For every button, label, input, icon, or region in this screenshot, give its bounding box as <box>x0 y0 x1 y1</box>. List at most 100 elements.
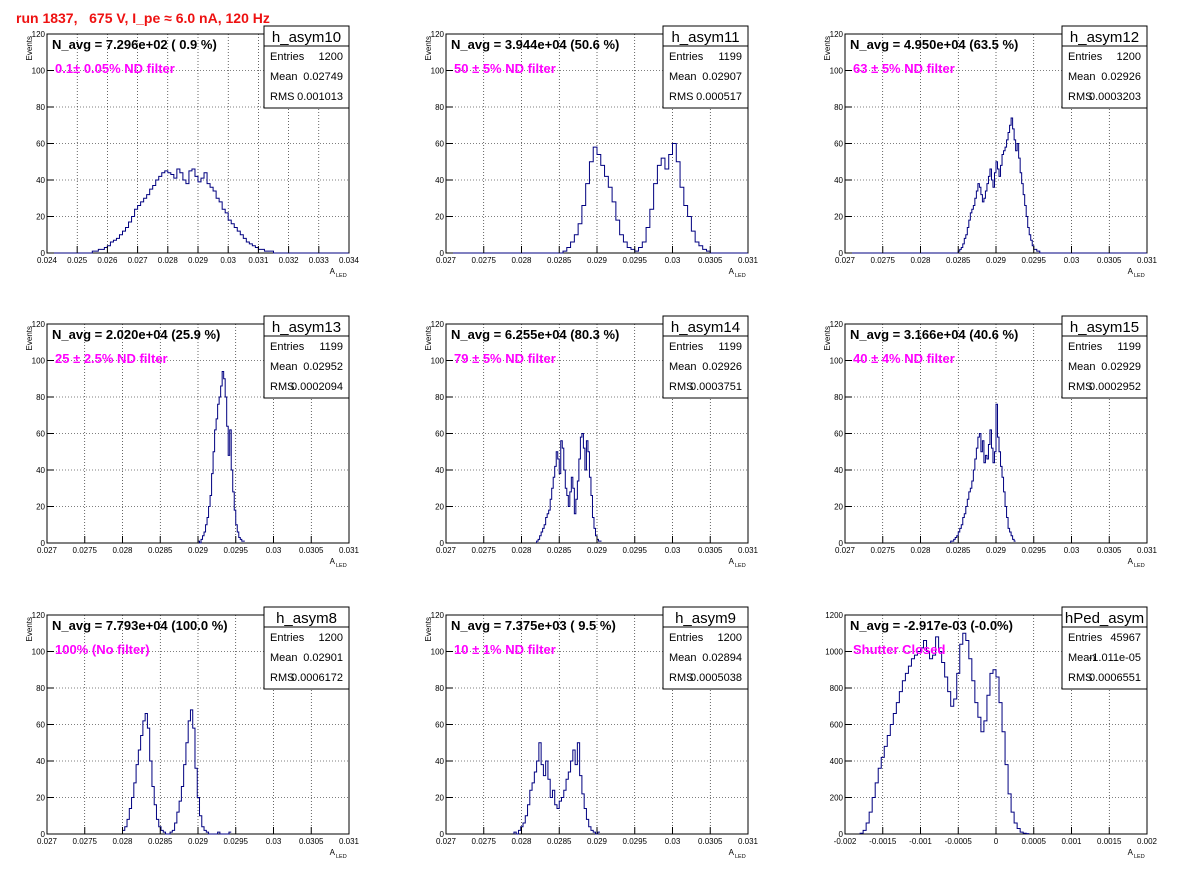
y-tick-label: 400 <box>830 757 844 766</box>
y-tick-label: 100 <box>431 648 445 657</box>
y-tick-label: 100 <box>431 67 445 76</box>
histogram-line <box>845 117 1147 254</box>
x-tick-label: 0.0275 <box>871 256 896 265</box>
x-axis-label-sub: LED <box>1134 854 1145 860</box>
y-tick-label: 40 <box>36 176 45 185</box>
x-tick-label: 0.0285 <box>946 546 971 555</box>
stats-box <box>1061 315 1148 399</box>
stats-value: 0.0005038 <box>690 672 742 684</box>
x-tick-label: 0.0285 <box>148 837 173 846</box>
x-axis-label: A <box>330 267 336 276</box>
stats-value: 1199 <box>1117 341 1141 353</box>
y-tick-label: 0 <box>839 830 844 839</box>
stats-value: 0.02926 <box>702 361 742 373</box>
x-tick-label: 0.031 <box>339 837 360 846</box>
navg-label: N_avg = 6.255e+04 (80.3 %) <box>451 327 619 342</box>
x-tick-label: 0.03 <box>1064 256 1080 265</box>
y-tick-label: 1200 <box>825 611 843 620</box>
histogram-line <box>446 143 748 254</box>
y-tick-label: 20 <box>36 794 45 803</box>
stats-box <box>662 25 749 109</box>
stats-box <box>263 315 350 399</box>
x-axis-label: A <box>1128 848 1134 857</box>
x-tick-label: 0.028 <box>511 546 532 555</box>
x-tick-label: 0.0275 <box>871 546 896 555</box>
stats-key: Mean <box>1068 71 1096 83</box>
x-axis-label-sub: LED <box>336 563 347 569</box>
y-tick-label: 80 <box>36 393 45 402</box>
y-tick-label: 60 <box>435 140 444 149</box>
x-tick-label: 0.0285 <box>547 546 572 555</box>
filter-label: 63 ± 5% ND filter <box>853 61 955 76</box>
x-tick-label: 0.032 <box>279 256 300 265</box>
x-tick-label: 0.0295 <box>623 837 648 846</box>
x-tick-label: 0.031 <box>738 256 759 265</box>
navg-label: N_avg = 3.944e+04 (50.6 %) <box>451 37 619 52</box>
histogram-hPed_asym: -0.002 -0.0015 -0.001 -0.0005 0 0.0005 0.001 0.… <box>825 606 1158 860</box>
stats-value: 0.02901 <box>303 652 343 664</box>
x-axis-label-sub: LED <box>336 273 347 279</box>
y-tick-label: 100 <box>32 357 46 366</box>
x-tick-label: 0.029 <box>986 256 1007 265</box>
y-tick-label: 60 <box>435 430 444 439</box>
x-tick-label: 0.028 <box>910 256 931 265</box>
x-tick-label: 0.03 <box>220 256 236 265</box>
filter-label: 79 ± 5% ND filter <box>454 351 556 366</box>
x-tick-label: 0.028 <box>112 546 133 555</box>
stats-title: h_asym11 <box>671 29 739 46</box>
stats-key: Mean <box>669 71 697 83</box>
y-tick-label: 0 <box>41 539 46 548</box>
y-tick-label: 1000 <box>825 648 843 657</box>
y-tick-label: 60 <box>36 140 45 149</box>
stats-key: Mean <box>1068 652 1096 664</box>
x-tick-label: 0.029 <box>587 837 608 846</box>
navg-label: N_avg = 7.793e+04 (100.0 %) <box>52 618 228 633</box>
x-tick-label: 0.0275 <box>472 546 497 555</box>
stats-key: Mean <box>669 652 697 664</box>
y-tick-label: 40 <box>834 176 843 185</box>
x-tick-label: 0.03 <box>266 546 282 555</box>
x-axis-label: A <box>729 848 735 857</box>
histogram-h_asym13: 0.027 0.0275 0.028 0.0285 0.029 0.0295 0.03 0.0… <box>25 315 360 569</box>
x-tick-label: 0.0305 <box>698 837 723 846</box>
navg-label: N_avg = 4.950e+04 (63.5 %) <box>850 37 1018 52</box>
filter-label: 100% (No filter) <box>55 642 150 657</box>
y-tick-label: 60 <box>834 140 843 149</box>
stats-title: h_asym14 <box>671 319 740 336</box>
stats-title: h_asym8 <box>276 610 337 627</box>
x-tick-label: 0.03 <box>266 837 282 846</box>
x-tick-label: 0.027 <box>835 256 856 265</box>
x-axis-label: A <box>1128 267 1134 276</box>
x-axis-label-sub: LED <box>735 273 746 279</box>
stats-value: 0.02907 <box>702 71 742 83</box>
y-tick-label: 40 <box>435 466 444 475</box>
x-tick-label: 0.0305 <box>698 546 723 555</box>
stats-title: h_asym10 <box>272 29 341 46</box>
x-tick-label: 0.028 <box>910 546 931 555</box>
histogram-line <box>950 403 1016 543</box>
stats-value: 1200 <box>718 632 742 644</box>
x-axis-label: A <box>729 557 735 566</box>
stats-title: h_asym13 <box>272 319 341 336</box>
navg-label: N_avg = 3.166e+04 (40.6 %) <box>850 327 1018 342</box>
x-axis-label-sub: LED <box>735 854 746 860</box>
y-axis-label: Events <box>25 36 34 60</box>
stats-value: 0.02926 <box>1101 71 1141 83</box>
x-tick-label: 0.029 <box>188 837 209 846</box>
stats-key: RMS <box>270 381 294 393</box>
y-tick-label: 0 <box>41 249 46 258</box>
x-tick-label: 0.0295 <box>224 546 249 555</box>
stats-key: RMS <box>669 91 693 103</box>
y-tick-label: 80 <box>435 684 444 693</box>
x-tick-label: 0.001 <box>1061 837 1082 846</box>
y-tick-label: 800 <box>830 684 844 693</box>
x-tick-label: 0.027 <box>128 256 149 265</box>
stats-box <box>662 315 749 399</box>
x-tick-label: 0.028 <box>158 256 179 265</box>
x-tick-label: 0.0285 <box>946 256 971 265</box>
filter-label: 40 ± 4% ND filter <box>853 351 955 366</box>
x-tick-label: 0.0015 <box>1097 837 1122 846</box>
x-tick-label: 0.0305 <box>1097 546 1122 555</box>
y-tick-label: 120 <box>431 320 445 329</box>
